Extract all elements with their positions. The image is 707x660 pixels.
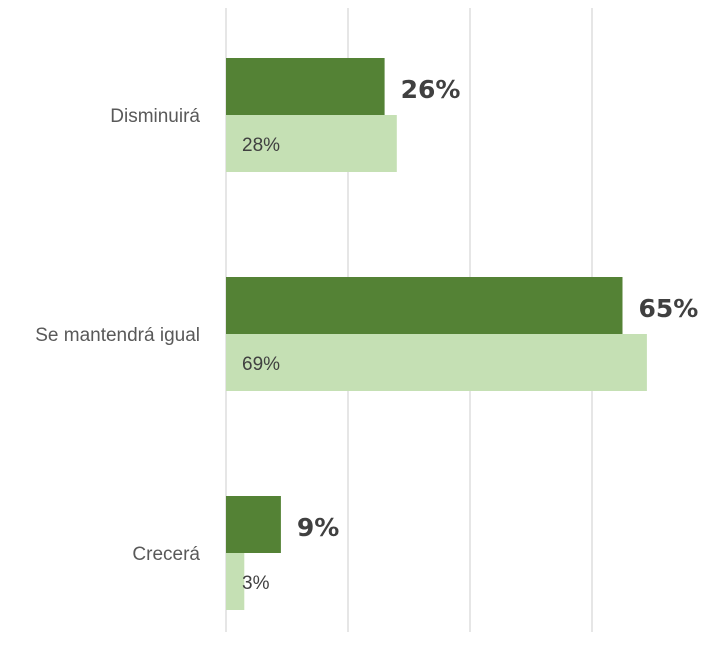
data-label: 65% [639,294,699,323]
category-label: Crecerá [132,544,200,565]
data-labels: 26% 65% 9% 28% 69% 3% [242,75,698,594]
category-label: Se mantendrá igual [35,325,200,346]
bar [226,58,385,115]
bar [226,553,245,610]
bar [226,115,397,172]
category-label: Disminuirá [110,106,200,127]
data-label: 3% [242,573,270,594]
bar [226,277,623,334]
data-label: 69% [242,354,280,375]
data-label: 28% [242,135,280,156]
bar [226,496,281,553]
bar [226,334,647,391]
category-labels: Disminuirá Se mantendrá igual Crecerá [35,106,200,565]
bars [226,58,647,610]
data-label: 9% [297,513,339,542]
data-label: 26% [401,75,461,104]
